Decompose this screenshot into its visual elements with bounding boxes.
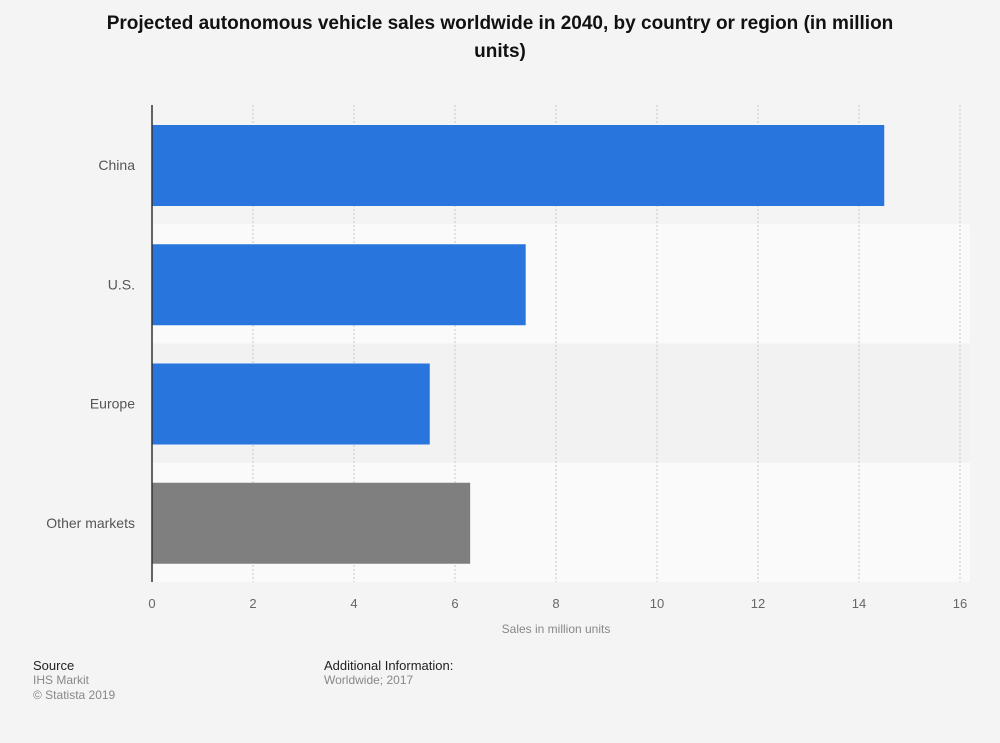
- copyright: © Statista 2019: [33, 688, 116, 702]
- y-category-label: China: [98, 157, 135, 173]
- additional-info-label: Additional Information:: [324, 658, 454, 673]
- x-tick-label: 8: [552, 596, 559, 611]
- bar-u-s-: [152, 244, 526, 326]
- y-category-label: Other markets: [46, 515, 135, 531]
- x-tick-label: 0: [148, 596, 155, 611]
- x-tick-label: 2: [249, 596, 256, 611]
- x-tick-label: 14: [852, 596, 866, 611]
- bar-china: [152, 125, 885, 206]
- additional-info-block: Additional Information: Worldwide; 2017: [324, 658, 453, 688]
- x-tick-label: 6: [451, 596, 458, 611]
- y-category-label: U.S.: [108, 276, 135, 292]
- x-tick-label: 12: [751, 596, 765, 611]
- bar-chart: 0 2 4 6 8 10 12 14 16 China U.S. Europe Other market…: [46, 105, 968, 636]
- source-block: Source IHS Markit © Statista 2019: [33, 658, 115, 703]
- x-axis-label: Sales in million units: [502, 622, 611, 636]
- bar-europe: [152, 363, 430, 445]
- source-label: Source: [33, 658, 75, 673]
- source-value: IHS Markit: [33, 673, 90, 687]
- y-category-label: Europe: [90, 396, 135, 412]
- chart-title: Projected autonomous vehicle sales world…: [106, 13, 894, 62]
- bar-other-markets: [152, 482, 471, 564]
- x-tick-label: 4: [350, 596, 357, 611]
- x-tick-label: 16: [953, 596, 967, 611]
- x-tick-label: 10: [650, 596, 664, 611]
- additional-info-value: Worldwide; 2017: [324, 673, 414, 687]
